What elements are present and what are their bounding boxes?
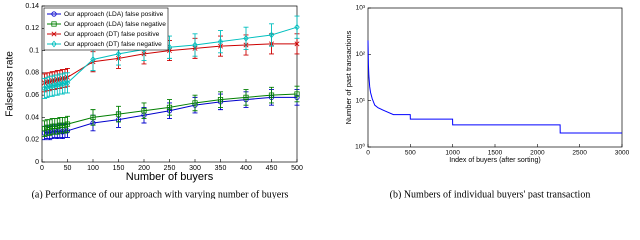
y-tick-label: 0.02 (25, 137, 39, 144)
marker (294, 91, 300, 97)
caption: (a) Performance of our approach with var… (32, 189, 289, 199)
marker (115, 50, 122, 58)
marker (192, 100, 198, 106)
marker (294, 41, 300, 47)
y-tick-label: 10³ (356, 5, 366, 12)
x-tick-label: 200 (138, 165, 150, 172)
error-bar (42, 77, 48, 99)
error-bar (269, 86, 274, 104)
marker (166, 104, 173, 110)
marker (115, 111, 122, 117)
marker (64, 121, 71, 127)
marker (243, 94, 249, 100)
x-axis-label: Index of buyers (after sorting) (449, 157, 540, 164)
y-tick-label: 0.1 (29, 47, 39, 54)
marker (41, 85, 48, 92)
page: {"chart_data": [ {"type": "line", "xlabe… (4, 2, 630, 201)
y-tick-label: 0.14 (25, 3, 39, 10)
y-tick-label: 0.12 (25, 25, 39, 32)
y-tick-label: 0.06 (25, 92, 39, 99)
error-bar (218, 91, 223, 108)
marker (268, 92, 275, 98)
x-tick-label: 300 (189, 165, 201, 172)
y-tick-label: 0 (35, 159, 39, 166)
marker (141, 108, 147, 114)
error-bar (90, 109, 96, 126)
x-tick-label: 2000 (530, 150, 545, 157)
figure: 0 50 100 150 200 250 300 350 400 450 500 0 0.02 0.04 0… (5, 3, 630, 200)
x-tick-label: 2500 (572, 150, 587, 157)
y-tick-label: 0.08 (25, 70, 39, 77)
x-tick-label: 0 (366, 150, 370, 157)
legend-label: Our approach (LDA) false positive (64, 11, 164, 18)
error-bar (294, 85, 300, 103)
x-tick-label: 150 (113, 165, 125, 172)
y-tick-label: 10¹ (356, 97, 366, 104)
error-bar (243, 89, 249, 106)
x-tick-label: 0 (40, 165, 44, 172)
x-tick-label: 500 (291, 165, 303, 172)
error-bar (44, 76, 50, 98)
error-bar (141, 102, 147, 119)
error-bar (243, 26, 249, 50)
x-tick-label: 3000 (615, 150, 630, 157)
y-tick-label: 10² (356, 51, 366, 58)
marker (44, 84, 50, 91)
error-bar (269, 23, 274, 47)
x-tick-label: 450 (266, 165, 278, 172)
y-axis-label: Falseness rate (5, 51, 16, 117)
marker (51, 21, 57, 27)
plot-frame (367, 7, 623, 148)
marker (59, 80, 66, 88)
x-tick-label: 250 (164, 165, 176, 172)
marker (217, 38, 224, 45)
marker (192, 41, 198, 49)
marker (217, 97, 224, 103)
x-tick-label: 400 (240, 165, 252, 172)
marker (54, 81, 61, 89)
legend-box (43, 7, 169, 51)
x-tick-label: 50 (64, 165, 72, 172)
marker (90, 56, 96, 63)
y-tick-label: 0.04 (25, 114, 39, 121)
error-bar (192, 33, 198, 57)
error-bar (167, 99, 172, 116)
x-tick-label: 1500 (488, 150, 503, 157)
marker (294, 23, 300, 31)
data-line (367, 40, 622, 134)
error-bar (192, 94, 198, 112)
marker (49, 82, 55, 90)
legend-label: Our approach (DT) false positive (64, 31, 160, 38)
marker (51, 40, 57, 48)
x-axis-label: Number of buyers (126, 171, 214, 183)
error-bar (218, 30, 223, 54)
marker (90, 114, 96, 121)
marker (51, 11, 57, 17)
x-tick-label: 500 (405, 150, 416, 157)
marker (64, 79, 71, 87)
y-tick-label: 10⁰ (355, 143, 365, 151)
error-bar (116, 105, 121, 123)
error-bar (294, 15, 300, 39)
caption: (b) Numbers of individual buyers' past t… (390, 189, 591, 199)
legend-label: Our approach (DT) false negative (64, 41, 162, 48)
legend-label: Our approach (LDA) false negative (64, 21, 166, 28)
y-axis-label: Number of past transactions (344, 30, 353, 124)
x-tick-label: 100 (87, 165, 99, 172)
marker (243, 34, 249, 42)
marker (51, 31, 57, 37)
x-tick-label: 1000 (445, 150, 460, 157)
marker (268, 31, 275, 39)
x-tick-label: 350 (215, 165, 227, 172)
